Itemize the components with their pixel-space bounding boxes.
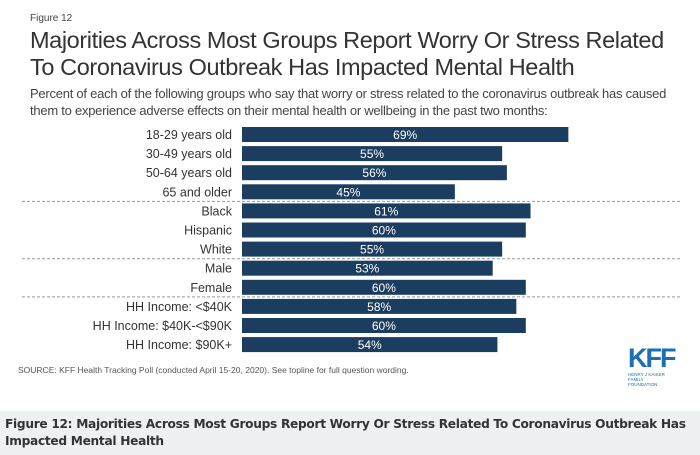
chart-title: Majorities Across Most Groups Report Wor… xyxy=(30,27,664,80)
bar xyxy=(242,203,531,219)
category-label: HH Income: $90K+ xyxy=(126,338,232,352)
bar xyxy=(242,165,507,181)
chart-subtitle: Percent of each of the following groups … xyxy=(30,86,667,118)
value-label: 60% xyxy=(372,281,396,295)
value-label: 60% xyxy=(372,224,396,238)
figure-caption: Figure 12: Majorities Across Most Groups… xyxy=(0,411,700,455)
value-label: 56% xyxy=(362,166,386,180)
category-label: 30-49 years old xyxy=(146,147,232,161)
source-note: SOURCE: KFF Health Tracking Poll (conduc… xyxy=(18,365,409,375)
bar xyxy=(242,337,498,353)
bar xyxy=(242,222,526,238)
bar xyxy=(242,279,526,295)
category-label: Male xyxy=(205,262,232,276)
value-label: 61% xyxy=(374,204,398,218)
bar xyxy=(242,318,526,333)
logo-subtext: HENRY J KAISER FAMILY FOUNDATION xyxy=(628,372,665,387)
bar xyxy=(242,146,503,162)
category-label: HH Income: $40K-<$90K xyxy=(93,319,233,333)
category-label: 65 and older xyxy=(162,185,232,199)
value-label: 55% xyxy=(360,243,384,257)
category-label: Female xyxy=(190,281,232,295)
figure-label: Figure 12 xyxy=(30,13,73,24)
value-label: 69% xyxy=(393,128,417,142)
value-label: 45% xyxy=(336,185,360,199)
category-label: White xyxy=(200,243,232,257)
category-label: HH Income: <$40K xyxy=(126,300,233,314)
bar xyxy=(242,260,493,276)
value-label: 60% xyxy=(372,319,396,333)
chart-header: Figure 12 Majorities Across Most Groups … xyxy=(0,0,700,119)
value-label: 55% xyxy=(360,147,384,161)
value-label: 53% xyxy=(355,262,379,276)
category-label: 50-64 years old xyxy=(146,166,232,180)
chart-footer: SOURCE: KFF Health Tracking Poll (conduc… xyxy=(0,345,700,411)
category-label: Hispanic xyxy=(184,224,232,238)
bar xyxy=(242,127,569,142)
category-label: Black xyxy=(201,204,232,218)
bar xyxy=(242,298,517,314)
kff-logo: KFF HENRY J KAISER FAMILY FOUNDATION xyxy=(628,343,688,388)
value-label: 58% xyxy=(367,300,391,314)
logo-text: KFF xyxy=(628,343,676,373)
bar xyxy=(242,184,455,200)
category-label: 18-29 years old xyxy=(146,128,232,142)
bar-chart: 18-29 years old 69% 30-49 years old 55% 50-6… xyxy=(22,127,680,353)
value-label: 54% xyxy=(358,338,382,352)
bar xyxy=(242,241,503,257)
